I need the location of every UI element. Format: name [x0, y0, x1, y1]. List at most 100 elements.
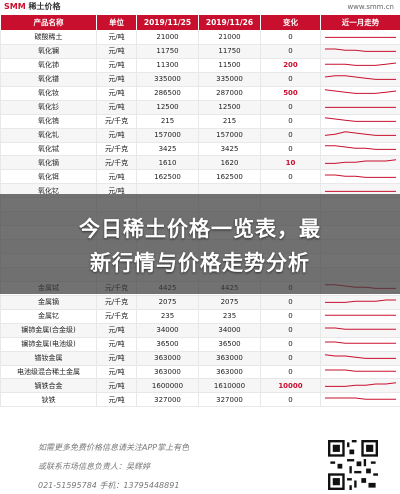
price-date2: 1620: [198, 155, 261, 171]
footer: 如需更多免费价格信息请关注APP掌上有色 或联系市场信息负责人：吴辉婷 021-…: [0, 436, 400, 494]
product-name: 电池级混合稀土金属: [0, 364, 97, 380]
trend-sparkline: [320, 392, 400, 408]
unit: 元/吨: [96, 57, 137, 73]
trend-sparkline: [320, 85, 400, 101]
trend-line: [324, 369, 397, 372]
product-name: 氧化铒: [0, 169, 97, 185]
table-row: 氧化铈 元/吨 11300 11500 200: [0, 57, 400, 73]
trend-line: [324, 62, 397, 67]
brand-name-prefix: SMM: [4, 2, 26, 11]
trend-line: [324, 341, 397, 344]
price-date1: 1610: [136, 155, 199, 171]
trend-line: [324, 75, 397, 81]
col-header-unit: 单位: [96, 14, 137, 31]
trend-sparkline: [320, 127, 400, 143]
price-change: 0: [260, 71, 321, 87]
price-date2: 1610000: [198, 378, 261, 394]
table-row: 钬铁 元/吨 327000 327000 0: [0, 392, 400, 408]
price-date1: 215: [136, 113, 199, 129]
price-change: 0: [260, 169, 321, 185]
table-row: 氧化钕 元/吨 286500 287000 500: [0, 85, 400, 101]
table-row: 氧化铒 元/吨 162500 162500 0: [0, 169, 400, 185]
table-row: 碳酸稀土 元/吨 21000 21000 0: [0, 30, 400, 45]
price-date1: 363000: [136, 364, 199, 380]
table-row: 镨钕金属 元/吨 363000 363000 0: [0, 350, 400, 366]
trend-line: [324, 117, 397, 122]
col-header-date1: 2019/11/25: [136, 14, 199, 31]
price-date1: 327000: [136, 392, 199, 408]
price-date1: 363000: [136, 350, 199, 366]
price-date1: 157000: [136, 127, 199, 143]
price-date1: 3425: [136, 141, 199, 157]
price-change: 0: [260, 322, 321, 338]
trend-line: [324, 145, 397, 150]
product-name: 碳酸稀土: [0, 30, 97, 45]
price-date1: 286500: [136, 85, 199, 101]
product-name: 氧化镧: [0, 43, 97, 59]
price-date1: 235: [136, 308, 199, 324]
table-row: 氧化铕 元/千克 215 215 0: [0, 113, 400, 129]
trend-sparkline: [320, 71, 400, 87]
footer-line-1: 如需更多免费价格信息请关注APP掌上有色: [38, 443, 190, 452]
price-date1: 12500: [136, 99, 199, 115]
brand-site: www.smm.cn: [347, 3, 394, 11]
trend-line: [324, 299, 397, 304]
table-row: 氧化钐 元/吨 12500 12500 0: [0, 99, 400, 115]
headline-line-2: 新行情与价格走势分析: [90, 251, 310, 275]
price-date1: 34000: [136, 322, 199, 338]
table-row: 氧化镨 元/吨 335000 335000 0: [0, 71, 400, 87]
brand-name-suffix: 稀土价格: [25, 2, 61, 11]
trend-line: [324, 327, 397, 330]
product-name: 氧化钆: [0, 127, 97, 143]
table-row: 金属镝 元/千克 2075 2075 0: [0, 294, 400, 310]
product-name: 镧铈金属(合金级): [0, 322, 97, 338]
price-date2: 363000: [198, 364, 261, 380]
product-name: 氧化铽: [0, 141, 97, 157]
price-date2: 12500: [198, 99, 261, 115]
price-change: 0: [260, 30, 321, 45]
trend-sparkline: [320, 30, 400, 45]
table-row: 镝铁合金 元/吨 1600000 1610000 10000: [0, 378, 400, 394]
price-date2: 287000: [198, 85, 261, 101]
unit: 元/千克: [96, 113, 137, 129]
trend-line: [324, 382, 397, 387]
trend-line: [324, 174, 397, 178]
price-date2: 11500: [198, 57, 261, 73]
table-header-row: 产品名称 单位 2019/11/25 2019/11/26 变化 近一月走势: [0, 14, 400, 31]
trend-sparkline: [320, 169, 400, 185]
price-change: 0: [260, 336, 321, 352]
trend-line: [324, 89, 397, 95]
trend-line: [324, 397, 397, 400]
price-date2: 34000: [198, 322, 261, 338]
trend-line: [324, 48, 397, 53]
price-change: 0: [260, 43, 321, 59]
table-row: 氧化镧 元/吨 11750 11750 0: [0, 43, 400, 59]
qr-code-icon: [328, 440, 378, 490]
col-header-name: 产品名称: [0, 14, 97, 31]
unit: 元/千克: [96, 155, 137, 171]
price-date2: 363000: [198, 350, 261, 366]
headline-line-1: 今日稀土价格一览表，最: [79, 217, 321, 241]
product-name: 金属镝: [0, 294, 97, 310]
table-row: 氧化钆 元/吨 157000 157000 0: [0, 127, 400, 143]
unit: 元/吨: [96, 127, 137, 143]
headline-overlay: [0, 194, 400, 294]
product-name: 氧化铕: [0, 113, 97, 129]
price-change: 200: [260, 57, 321, 73]
product-name: 氧化钕: [0, 85, 97, 101]
unit: 元/吨: [96, 350, 137, 366]
trend-sparkline: [320, 378, 400, 394]
unit: 元/吨: [96, 43, 137, 59]
price-date2: 11750: [198, 43, 261, 59]
price-change: 0: [260, 392, 321, 408]
col-header-trend: 近一月走势: [320, 14, 400, 31]
price-date2: 157000: [198, 127, 261, 143]
trend-sparkline: [320, 294, 400, 310]
unit: 元/吨: [96, 71, 137, 87]
price-date2: 2075: [198, 294, 261, 310]
brand-logo: SMM 稀土价格: [4, 1, 60, 12]
price-change: 0: [260, 350, 321, 366]
price-change: 0: [260, 308, 321, 324]
product-name: 氧化镨: [0, 71, 97, 87]
product-name: 氧化钐: [0, 99, 97, 115]
